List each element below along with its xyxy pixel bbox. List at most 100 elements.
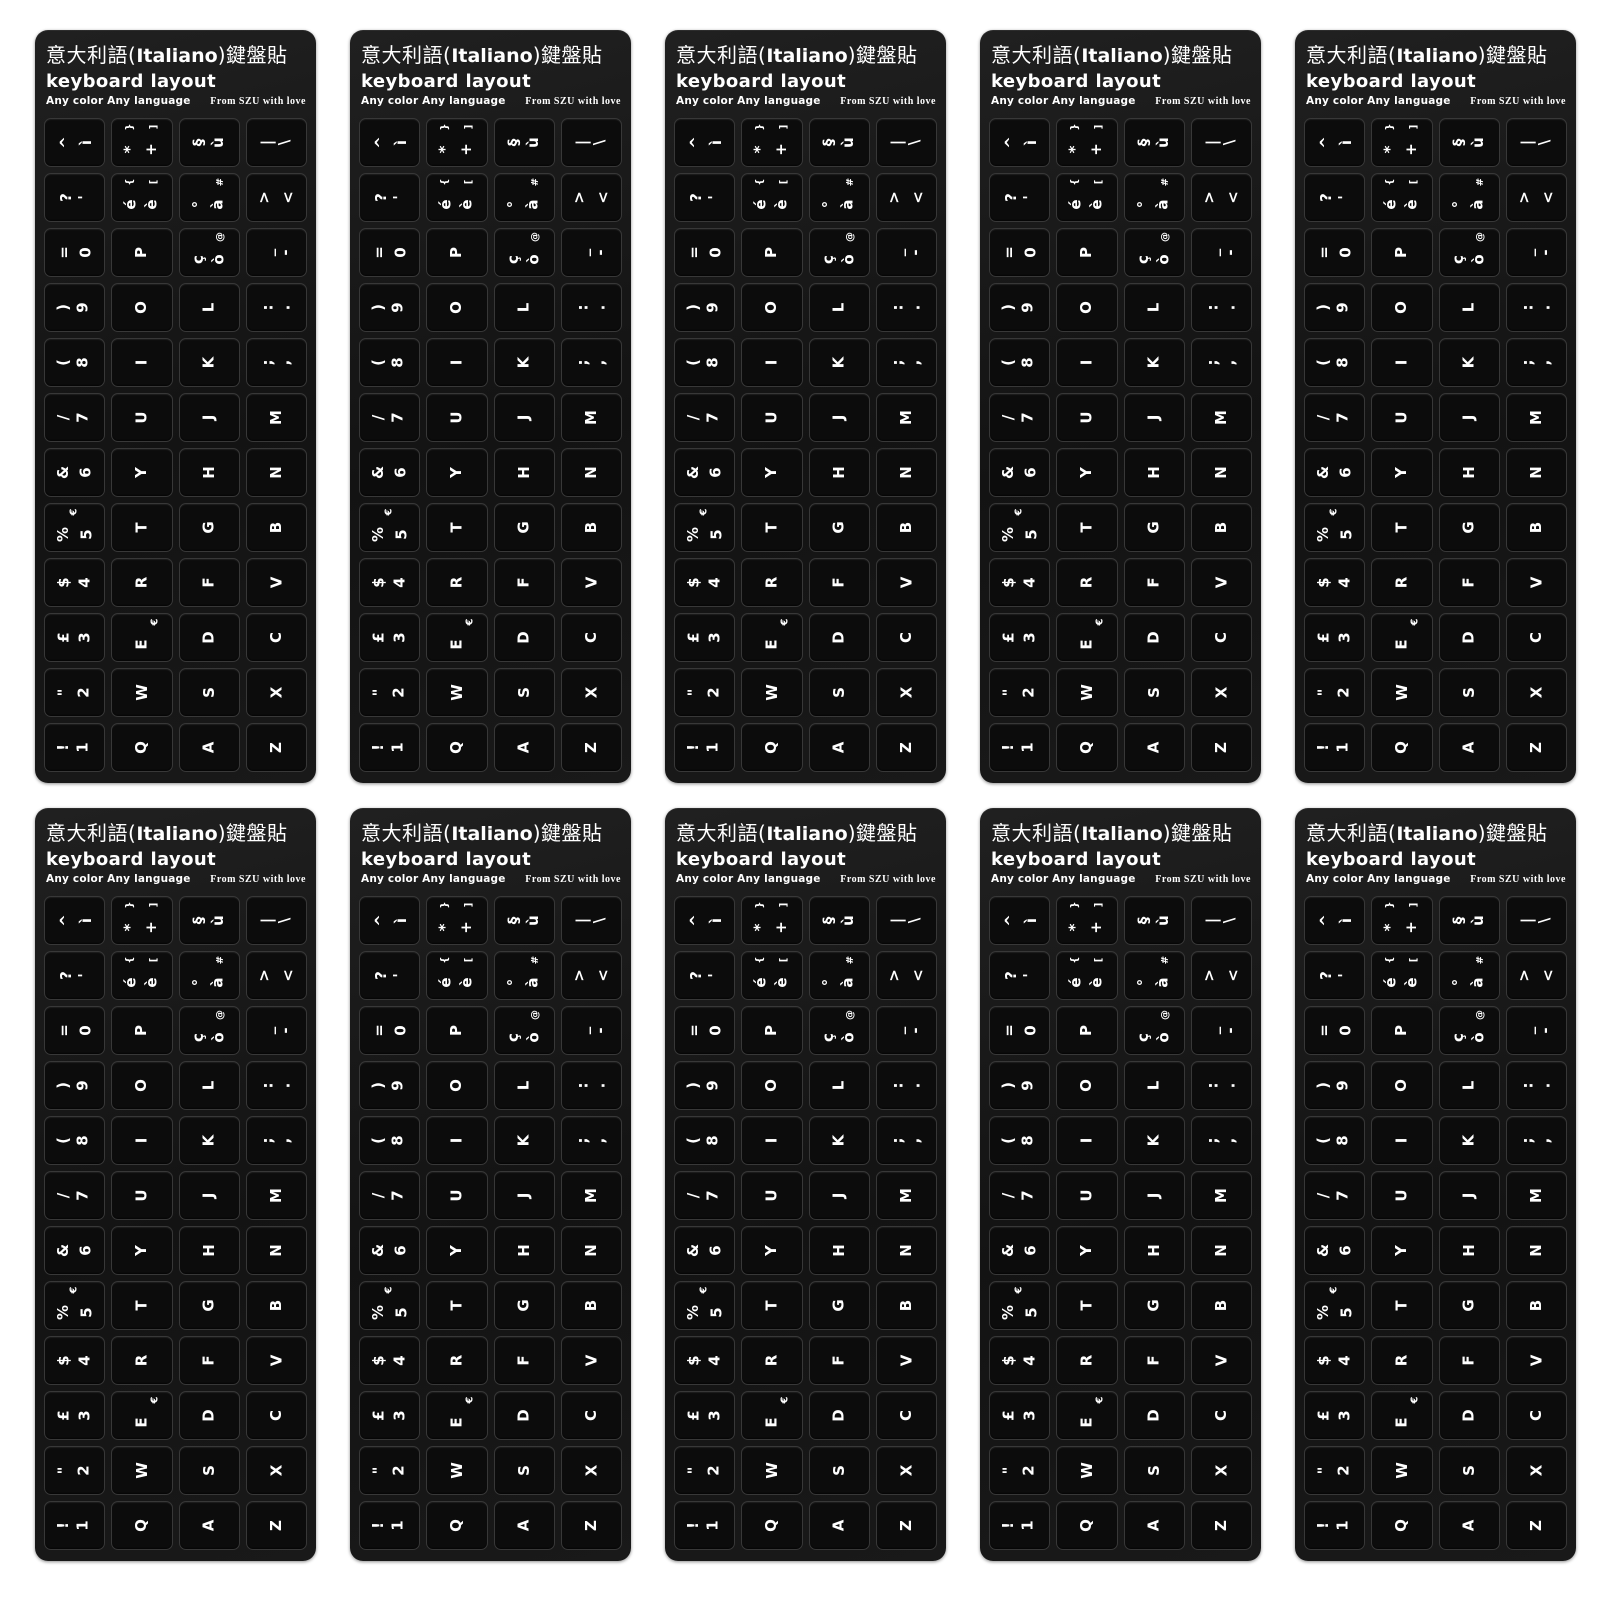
key-legend: . <box>1535 1082 1554 1089</box>
key-i-sticker: I <box>1371 1116 1433 1166</box>
key-legend: K <box>1144 356 1163 369</box>
key-legend: * <box>435 923 454 932</box>
key-legend: | <box>1518 140 1537 146</box>
key-m-sticker: M <box>1190 393 1252 443</box>
key-legend: ; <box>888 1137 907 1144</box>
key-legend: . <box>275 1082 294 1089</box>
key-v-sticker: V <box>1190 558 1252 608</box>
key-legend: A <box>1459 741 1478 754</box>
key-legend: D <box>829 631 848 645</box>
key-backslash-sticker: | \ <box>1505 896 1567 946</box>
key-u-grave-sticker: § ù <box>1123 118 1185 168</box>
key-legend: ì <box>706 918 725 924</box>
sheet-title-latin: Italiano <box>766 45 848 67</box>
key-8-sticker: (8 <box>674 1116 736 1166</box>
key-b-sticker: B <box>1190 503 1252 553</box>
key-legend: U <box>132 1189 151 1202</box>
key-5-sticker: €% 5 <box>1304 1281 1366 1331</box>
key-legend: \ <box>275 140 294 146</box>
key-d-sticker: D <box>808 613 870 663</box>
key-3-sticker: £3 <box>44 613 106 663</box>
key-n-sticker: N <box>245 448 307 498</box>
key-n-sticker: N <box>875 1226 937 1276</box>
key-a-sticker: A <box>808 723 870 773</box>
key-legend: 4 <box>705 1355 724 1366</box>
key-legend: ' <box>1019 973 1038 979</box>
key-legend: + <box>1086 142 1105 156</box>
key-legend: A <box>829 1519 848 1532</box>
key-g-sticker: G <box>1438 503 1500 553</box>
sheet-tagline: Any color Any language From SZU with lov… <box>1306 95 1566 107</box>
key-legend: G <box>1144 521 1163 534</box>
key-legend: . <box>1220 1082 1239 1089</box>
key-l-sticker: L <box>1438 1061 1500 1111</box>
key-legend: 5 <box>393 529 412 540</box>
key-d-sticker: D <box>493 1391 555 1441</box>
key-legend: ? <box>687 971 706 981</box>
altgr-legend: { <box>1069 956 1081 964</box>
key-legend: ) <box>1314 1082 1333 1090</box>
key-1-sticker: ! 1 <box>359 723 421 773</box>
key-e-grave-sticker: {[é è <box>1056 173 1118 223</box>
key-s-sticker: S <box>178 668 240 718</box>
key-legend: K <box>1459 356 1478 369</box>
key-o-grave-sticker: @ ç ò <box>808 228 870 278</box>
key-comma-sticker: ;, <box>245 338 307 388</box>
key-u-sticker: U <box>111 1171 173 1221</box>
key-sticker-grid: ^ ì}] * + § ù | \? '{[é è # ° à > < = 0 P @ ç ò _ -) 9 O L:.(8 I K;… <box>44 118 307 773</box>
key-legend: P <box>132 1025 151 1037</box>
key-v-sticker: V <box>560 558 622 608</box>
key-legend: < <box>1538 191 1557 205</box>
key-legend: D <box>199 631 218 645</box>
altgr-legend: # <box>1475 178 1487 187</box>
key-legend: O <box>762 1079 781 1093</box>
sheet-tagline-right: From SZU with love <box>525 96 621 108</box>
key-backslash-sticker: | \ <box>1190 118 1252 168</box>
key-legend: Y <box>762 467 781 479</box>
key-j-sticker: J <box>493 393 555 443</box>
key-comma-sticker: ;, <box>1190 338 1252 388</box>
key-legend: O <box>132 1079 151 1093</box>
key-legend: W <box>762 1462 781 1480</box>
key-1-sticker: ! 1 <box>1304 723 1366 773</box>
key-c-sticker: C <box>1190 613 1252 663</box>
key-legend: X <box>896 686 915 699</box>
key-u-sticker: U <box>1371 1171 1433 1221</box>
key-legend: E <box>762 639 781 650</box>
key-legend: Z <box>266 1520 285 1532</box>
key-5-sticker: €% 5 <box>1304 503 1366 553</box>
key-legend: ( <box>684 359 703 367</box>
key-legend: / <box>684 415 703 421</box>
key-legend: B <box>266 1300 285 1312</box>
key-legend: , <box>590 1137 609 1144</box>
key-k-sticker: K <box>178 1116 240 1166</box>
key-legend: - <box>906 1027 925 1034</box>
key-d-sticker: D <box>1123 613 1185 663</box>
key-9-sticker: ) 9 <box>359 1061 421 1111</box>
key-m-sticker: M <box>245 1171 307 1221</box>
key-legend: 7 <box>703 1190 722 1201</box>
altgr-legend: # <box>215 956 227 965</box>
key-legend: ( <box>369 1137 388 1145</box>
key-7-sticker: /7 <box>989 393 1051 443</box>
key-legend: A <box>1144 741 1163 754</box>
key-legend: _ <box>573 249 592 257</box>
key-legend: G <box>1459 521 1478 534</box>
key-2-sticker: " 2 <box>44 668 106 718</box>
key-k-sticker: K <box>178 338 240 388</box>
key-legend: ì <box>706 140 725 146</box>
key-comma-sticker: ;, <box>245 1116 307 1166</box>
key-e-grave-sticker: {[é è <box>1371 951 1433 1001</box>
key-d-sticker: D <box>493 613 555 663</box>
altgr-legend: € <box>149 618 161 626</box>
sheet-tagline-right: From SZU with love <box>525 874 621 886</box>
sheet-title-latin: Italiano <box>451 45 533 67</box>
key-legend: + <box>771 920 790 934</box>
key-r-sticker: R <box>741 558 803 608</box>
key-2-sticker: " 2 <box>989 668 1051 718</box>
key-y-sticker: Y <box>111 448 173 498</box>
key-t-sticker: T <box>1371 503 1433 553</box>
altgr-legend-row: }] <box>1057 900 1116 910</box>
key-legend: à <box>523 199 542 210</box>
key-legend: 3 <box>1020 632 1039 643</box>
